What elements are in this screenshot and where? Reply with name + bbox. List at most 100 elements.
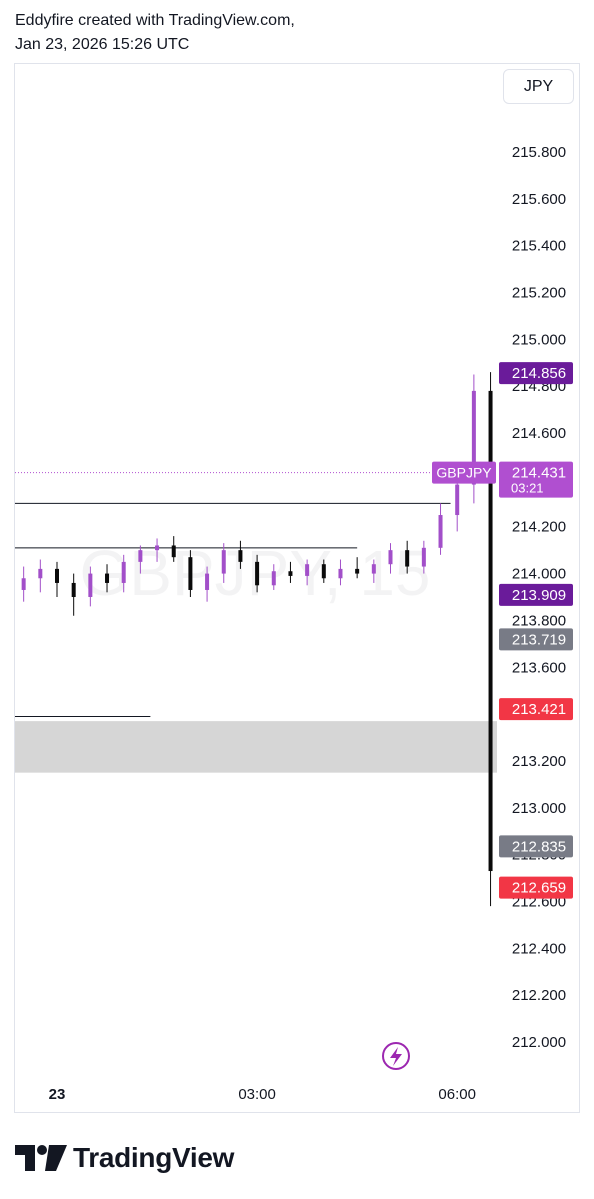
candle-body bbox=[405, 550, 410, 567]
candle-body bbox=[38, 568, 43, 579]
candle[interactable] bbox=[205, 566, 210, 602]
candle-body bbox=[455, 484, 460, 516]
candle[interactable] bbox=[405, 540, 410, 574]
candle-body bbox=[221, 550, 226, 574]
price-label: 212.835 bbox=[499, 835, 573, 858]
candle[interactable] bbox=[55, 561, 59, 597]
candle[interactable] bbox=[271, 564, 276, 590]
candle-body bbox=[105, 573, 110, 583]
candle[interactable] bbox=[421, 540, 426, 574]
candle[interactable] bbox=[371, 559, 376, 583]
y-tick-label: 214.600 bbox=[512, 425, 566, 442]
candle[interactable] bbox=[288, 561, 293, 583]
price-label-box bbox=[499, 461, 573, 498]
candle[interactable] bbox=[388, 543, 393, 574]
price-label: 213.421 bbox=[499, 698, 573, 721]
tradingview-logo-icon bbox=[15, 1145, 67, 1171]
candle-body bbox=[121, 561, 126, 583]
candle[interactable] bbox=[188, 550, 193, 597]
price-label-text: 213.719 bbox=[512, 631, 566, 648]
candle-body bbox=[88, 573, 93, 597]
y-tick-label: 215.600 bbox=[512, 191, 566, 208]
candle-body bbox=[471, 390, 476, 485]
candle[interactable] bbox=[355, 557, 360, 579]
y-tick-label: 213.000 bbox=[512, 800, 566, 817]
candle[interactable] bbox=[121, 554, 126, 593]
candle[interactable] bbox=[105, 564, 110, 593]
lightning-icon[interactable] bbox=[382, 1042, 410, 1070]
plot-area[interactable]: GBPJPY, 15 bbox=[0, 372, 594, 907]
price-label: 213.909 bbox=[499, 583, 573, 606]
candle-body bbox=[288, 571, 293, 576]
price-label-text: 213.421 bbox=[512, 701, 566, 718]
gray-zone-upper bbox=[584, 639, 594, 691]
candle[interactable] bbox=[438, 503, 443, 555]
candle-body bbox=[171, 545, 176, 558]
price-label-text: 212.835 bbox=[512, 838, 566, 855]
symbol-tag-text: GBPJPY bbox=[436, 465, 492, 481]
price-label-text: 212.659 bbox=[512, 880, 566, 897]
y-tick-label: 214.200 bbox=[512, 519, 566, 536]
candle[interactable] bbox=[255, 554, 260, 593]
price-label-box bbox=[499, 583, 573, 606]
chart-attribution: Eddyfire created with TradingView.com, bbox=[15, 12, 295, 29]
candle[interactable] bbox=[171, 536, 176, 562]
candle[interactable] bbox=[71, 573, 76, 616]
price-label-text: 213.909 bbox=[512, 587, 566, 604]
candle[interactable] bbox=[589, 695, 593, 756]
y-tick-label: 215.400 bbox=[512, 238, 566, 255]
y-tick-label: 215.800 bbox=[512, 144, 566, 161]
candle-body bbox=[338, 568, 343, 579]
candle-body bbox=[188, 557, 193, 590]
candle[interactable] bbox=[221, 543, 226, 583]
candle[interactable] bbox=[321, 559, 326, 583]
candle[interactable] bbox=[488, 372, 493, 907]
y-tick-label: 212.000 bbox=[512, 1034, 566, 1051]
candle-body bbox=[488, 390, 493, 872]
y-tick-label: 213.200 bbox=[512, 753, 566, 770]
candle[interactable] bbox=[505, 660, 509, 897]
currency-button[interactable]: JPY bbox=[503, 69, 574, 104]
candle[interactable] bbox=[338, 559, 343, 586]
candle[interactable] bbox=[155, 538, 160, 562]
candle-body bbox=[589, 700, 593, 740]
candle-body bbox=[438, 515, 443, 548]
candle[interactable] bbox=[138, 545, 143, 574]
price-label-text: 214.431 bbox=[512, 465, 566, 482]
y-tick-label: 215.000 bbox=[512, 331, 566, 348]
candle-body bbox=[155, 545, 160, 551]
tradingview-logo[interactable]: TradingView bbox=[15, 1140, 234, 1176]
x-tick-label: 03:00 bbox=[238, 1086, 276, 1103]
price-axis[interactable]: 215.800 215.600 215.400 215.200 215.000 214.8… bbox=[432, 144, 573, 1051]
gray-zone-lower bbox=[15, 721, 497, 773]
price-label: 214.856 bbox=[499, 362, 573, 385]
countdown-text: 03:21 bbox=[511, 481, 544, 496]
candle[interactable] bbox=[21, 566, 26, 602]
candle[interactable] bbox=[88, 566, 93, 607]
candle[interactable] bbox=[305, 559, 310, 586]
candle-body bbox=[21, 578, 26, 590]
price-label-box bbox=[499, 835, 573, 858]
price-label-box bbox=[499, 876, 573, 899]
y-tick-label: 213.800 bbox=[512, 612, 566, 629]
candle[interactable] bbox=[471, 374, 476, 504]
candle[interactable] bbox=[5, 578, 9, 615]
candle-body bbox=[572, 677, 576, 700]
price-label-box bbox=[499, 628, 573, 651]
candle-body bbox=[5, 590, 9, 599]
candle-body bbox=[71, 582, 76, 597]
y-tick-label: 214.000 bbox=[512, 566, 566, 583]
candle-body bbox=[238, 550, 243, 562]
candle[interactable] bbox=[238, 540, 243, 569]
candle-body bbox=[255, 561, 260, 586]
y-tick-label: 212.400 bbox=[512, 940, 566, 957]
price-label: 213.719 bbox=[499, 628, 573, 651]
candle[interactable] bbox=[38, 559, 43, 593]
candle-body bbox=[388, 550, 393, 565]
price-label: 212.659 bbox=[499, 876, 573, 899]
candle-body bbox=[205, 573, 210, 590]
symbol-tag-box bbox=[432, 461, 496, 484]
